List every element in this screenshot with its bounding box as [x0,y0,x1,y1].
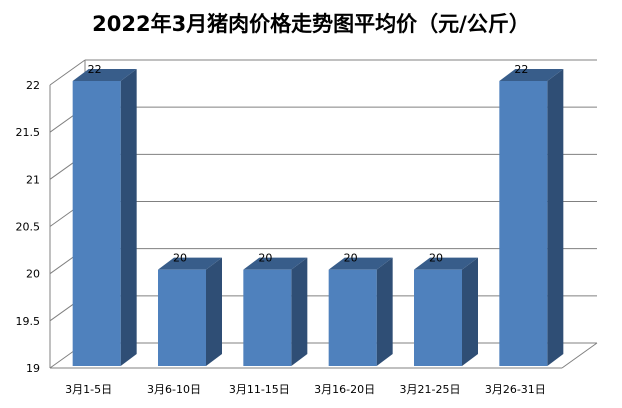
bar-top [414,257,478,270]
x-tick-label: 3月1-5日 [65,383,112,396]
bar-side [376,257,393,366]
data-label: 20 [173,252,187,265]
data-label: 20 [429,252,443,265]
y-tick-label: 19.5 [16,315,41,328]
bar [499,81,548,366]
bar [243,269,292,366]
bar-top [158,257,222,270]
bar-top [328,257,393,270]
y-tick-label: 20 [26,268,40,281]
x-tick-label: 3月26-31日 [485,383,546,396]
bar [72,81,121,366]
chart-title: 2022年3月猪肉价格走势图平均价（元/公斤） [92,12,530,36]
bar-top [499,69,564,81]
floor-edge [561,342,598,369]
y-tick-label: 21.5 [16,126,41,139]
x-tick-label: 3月21-25日 [400,383,461,396]
bar-side [462,257,478,366]
bar [328,269,377,366]
bar-side [206,257,222,366]
data-label: 20 [258,252,272,265]
gridline-depth [49,59,86,86]
y-tick-label: 20.5 [16,221,41,234]
bar [414,269,462,366]
bar-top [72,69,137,81]
data-label: 22 [88,63,102,76]
bar [158,269,206,366]
y-tick-label: 21 [26,173,40,186]
data-label: 20 [344,252,358,265]
bar-side [120,69,137,366]
y-tick-label: 19 [26,362,40,375]
x-tick-label: 3月6-10日 [147,383,201,396]
x-tick-label: 3月11-15日 [229,383,290,396]
bar-side [291,257,308,366]
bar-side [547,69,564,366]
bar-top [243,257,308,270]
x-tick-label: 3月16-20日 [314,383,375,396]
data-label: 22 [514,63,528,76]
y-tick-label: 22 [26,79,40,92]
